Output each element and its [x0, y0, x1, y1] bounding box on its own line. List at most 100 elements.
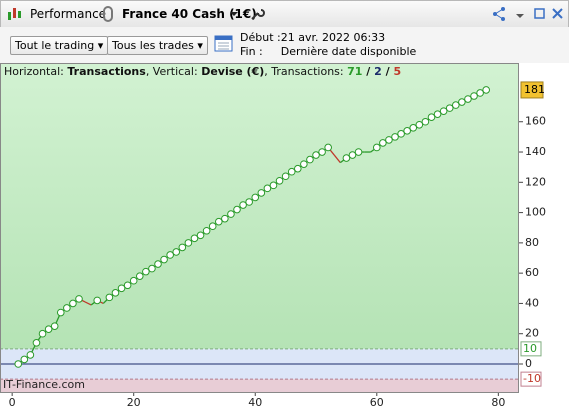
- trade-point: [342, 154, 351, 162]
- x-tick-label: 40: [248, 396, 262, 409]
- trade-point: [245, 198, 253, 206]
- trade-point: [287, 167, 296, 176]
- x-tick-label: 60: [370, 396, 384, 409]
- trade-point: [227, 210, 235, 218]
- trade-point: [470, 92, 478, 100]
- trade-point: [263, 184, 272, 193]
- start-row: Début :21 avr. 2022 06:33: [240, 31, 385, 44]
- trade-point: [20, 355, 29, 364]
- trade-point: [306, 155, 314, 164]
- trade-point: [421, 117, 430, 126]
- y-tick-label: 120: [525, 175, 546, 188]
- start-date: 21 avr. 2022 06:33: [280, 31, 386, 44]
- loss-zone: [0, 379, 519, 392]
- trades-label: Tous les trades: [112, 39, 194, 52]
- y-tick-label: 100: [525, 206, 546, 219]
- trade-point: [275, 176, 284, 185]
- chart-icon: [8, 8, 21, 20]
- trade-point: [427, 113, 436, 122]
- settings-icon[interactable]: [249, 6, 265, 22]
- calendar-icon[interactable]: [214, 33, 234, 55]
- trade-point: [251, 193, 260, 202]
- trade-point: [148, 264, 156, 273]
- toolbar: Performance France 40 Cash (1€): [0, 0, 569, 28]
- trade-point: [464, 95, 472, 103]
- last-value-box: [520, 81, 544, 99]
- trade-point: [239, 201, 247, 209]
- scope-dropdown[interactable]: Tout le trading ▾: [10, 36, 109, 55]
- trade-point: [482, 86, 490, 94]
- end-value: Dernière date disponible: [280, 45, 417, 58]
- trade-point: [14, 360, 23, 368]
- x-tick-label: 0: [9, 396, 16, 409]
- trade-point: [458, 98, 466, 106]
- header-horizontal-value: Transactions: [67, 65, 146, 78]
- y-tick-label: 20: [525, 327, 539, 340]
- trade-point: [433, 110, 442, 118]
- upper-threshold-label: 10: [523, 342, 537, 355]
- link-icon[interactable]: [101, 6, 115, 22]
- trade-point: [221, 214, 229, 223]
- trade-point: [172, 248, 181, 256]
- trade-point: [190, 234, 199, 243]
- trade-point: [348, 151, 357, 159]
- trade-point: [111, 289, 120, 297]
- trade-point: [56, 308, 65, 317]
- tab-label[interactable]: Performance: [30, 7, 107, 21]
- end-label: Fin :: [240, 45, 263, 58]
- trade-point: [196, 231, 205, 240]
- trade-point: [379, 139, 387, 147]
- instrument[interactable]: France 40 Cash (1€): [122, 7, 257, 21]
- header-slash: /: [362, 65, 374, 78]
- trade-point: [324, 143, 332, 152]
- trade-point: [281, 172, 290, 181]
- header-vertical-value: Devise (€): [201, 65, 264, 78]
- header-neutral: 2: [374, 65, 382, 78]
- trade-point: [178, 243, 187, 252]
- end-row: Fin : Dernière date disponible: [240, 45, 416, 58]
- trade-point: [69, 299, 77, 308]
- lower-threshold-label-box: [520, 371, 542, 387]
- trade-point: [123, 281, 132, 290]
- trade-point: [257, 189, 266, 197]
- trade-point: [63, 304, 71, 312]
- y-tick-label: 40: [525, 296, 539, 309]
- trade-point: [233, 205, 241, 214]
- trade-point: [105, 293, 114, 302]
- header-wins: 71: [347, 65, 362, 78]
- trade-point: [160, 255, 168, 264]
- y-tick-label: 140: [525, 145, 546, 158]
- trade-point: [403, 127, 411, 135]
- trade-point: [372, 143, 381, 152]
- trade-point: [129, 276, 138, 285]
- trade-point: [293, 164, 302, 173]
- trade-point: [385, 136, 393, 144]
- scope-label: Tout le trading: [15, 39, 95, 52]
- trade-point: [476, 89, 484, 97]
- equity-segment: [84, 301, 92, 306]
- dropdown-arrow[interactable]: [229, 11, 239, 17]
- last-value: 181: [524, 83, 545, 96]
- trade-point: [439, 107, 448, 115]
- y-tick-label: 80: [525, 236, 539, 249]
- trades-dropdown[interactable]: Tous les trades ▾: [107, 36, 208, 55]
- trade-point: [445, 104, 454, 112]
- trade-point: [415, 120, 424, 129]
- trade-point: [318, 148, 326, 156]
- trade-point: [391, 133, 399, 141]
- window-controls[interactable]: [491, 6, 567, 22]
- trade-point: [44, 325, 53, 333]
- x-tick-label: 20: [127, 396, 141, 409]
- trade-point: [409, 124, 418, 132]
- trade-point: [397, 130, 405, 138]
- trade-point: [300, 160, 308, 168]
- start-label: Début :: [240, 31, 281, 44]
- y-tick-label: 60: [525, 266, 539, 279]
- equity-segment: [333, 154, 341, 164]
- trade-point: [208, 222, 217, 231]
- trade-point: [38, 329, 47, 338]
- trade-point: [50, 322, 59, 330]
- header-horizontal-label: Horizontal:: [4, 65, 67, 78]
- trade-point: [269, 181, 278, 190]
